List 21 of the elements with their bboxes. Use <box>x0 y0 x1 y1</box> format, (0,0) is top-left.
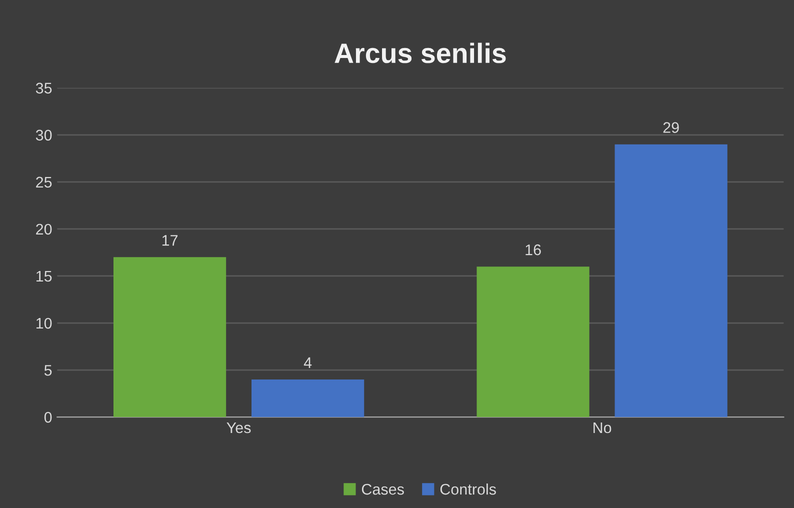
legend-label: Controls <box>440 483 496 495</box>
y-tick-label: 0 <box>44 412 52 423</box>
bar <box>614 144 728 418</box>
x-tick-label: No <box>594 422 612 434</box>
y-tick-label: 5 <box>44 365 52 376</box>
data-label: 29 <box>663 122 679 133</box>
y-tick-label: 30 <box>36 130 52 141</box>
legend-label: Cases <box>362 484 404 495</box>
bar <box>252 379 364 418</box>
y-tick-label: 35 <box>36 82 52 94</box>
bar <box>113 257 226 418</box>
data-label: 4 <box>304 357 312 368</box>
y-tick-label: 15 <box>36 271 52 282</box>
chart-title: Arcus senilis <box>334 42 506 64</box>
data-label: 16 <box>526 244 541 256</box>
y-tick-label: 25 <box>36 176 52 188</box>
y-tick-label: 20 <box>36 224 52 235</box>
bar <box>476 266 590 418</box>
x-tick-label: Yes <box>226 422 251 434</box>
y-tick-label: 10 <box>36 318 52 329</box>
data-label: 17 <box>162 235 178 246</box>
